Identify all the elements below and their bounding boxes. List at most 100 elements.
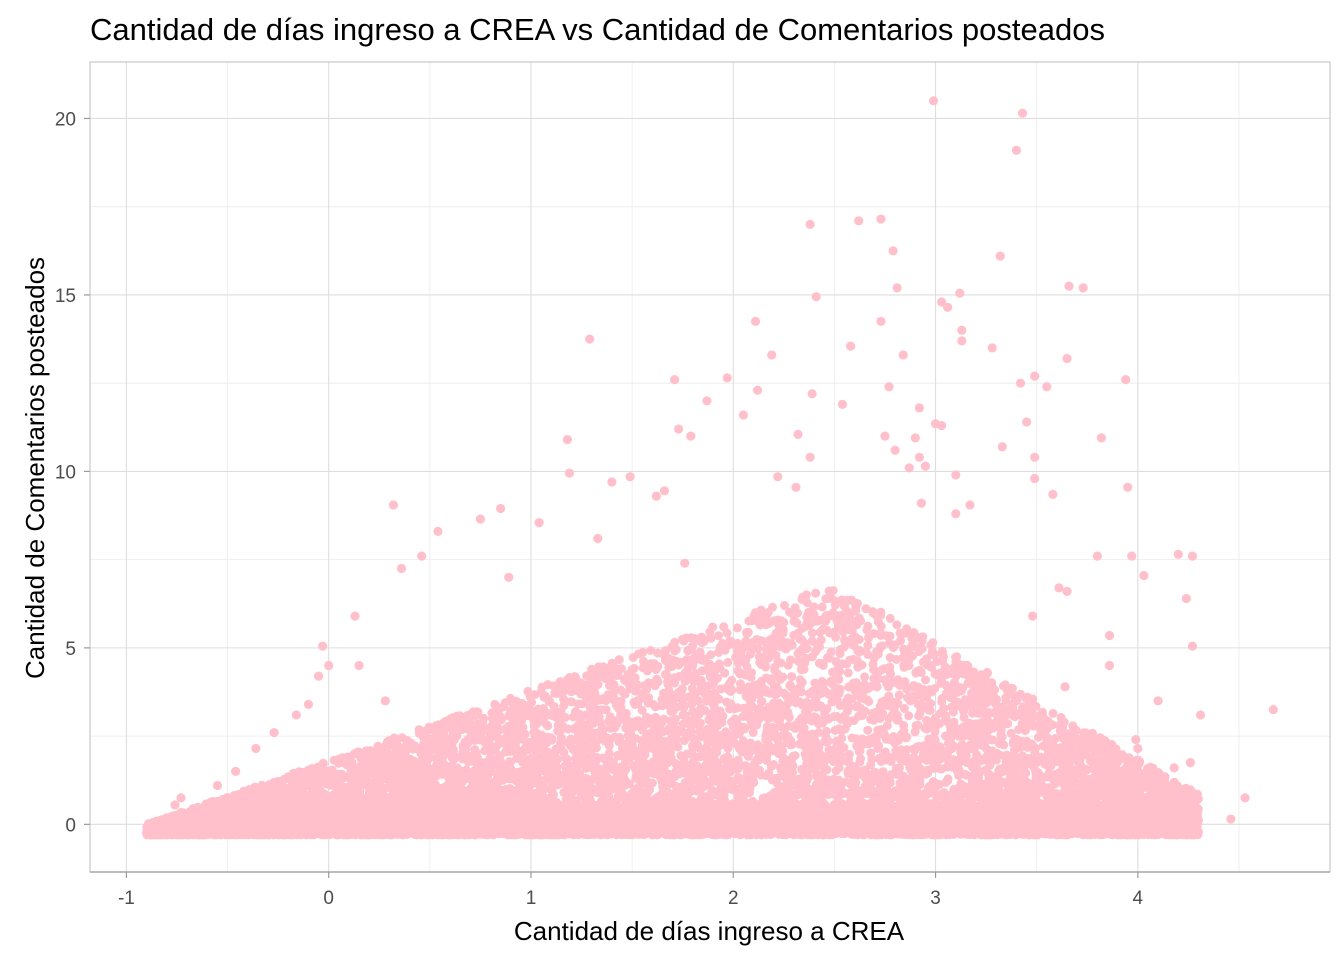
scatter-point: [997, 442, 1007, 452]
scatter-point: [1011, 145, 1022, 155]
scatter-point: [564, 468, 575, 478]
scatter-point: [910, 433, 920, 443]
scatter-point: [396, 563, 407, 574]
scatter-point: [854, 216, 864, 226]
scatter-point: [876, 316, 886, 327]
x-tick-label: 0: [323, 888, 334, 909]
scatter-point: [1096, 433, 1107, 443]
chart-title: Cantidad de días ingreso a CREA vs Canti…: [90, 12, 1105, 47]
scatter-point: [752, 385, 763, 395]
scatter-point: [1131, 735, 1141, 745]
scatter-point: [937, 420, 947, 431]
scatter-point: [1090, 821, 1100, 831]
scatter-point: [1173, 549, 1183, 559]
scatter-point: [1104, 660, 1115, 671]
scatter-point: [324, 660, 334, 671]
scatter-point: [380, 696, 390, 706]
scatter-point: [904, 463, 914, 473]
scatter-point: [1048, 489, 1058, 499]
scatter-point: [1133, 743, 1143, 754]
scatter-point: [965, 500, 975, 510]
scatter-point: [318, 641, 328, 651]
scatter-point: [1028, 611, 1038, 621]
scatter-point: [680, 558, 690, 568]
scatter-point: [914, 403, 924, 413]
scatter-point: [928, 96, 939, 106]
scatter-point: [793, 429, 803, 439]
scatter-point: [880, 431, 890, 441]
scatter-point: [659, 486, 670, 496]
scatter-point: [504, 572, 514, 582]
y-tick-label: 0: [65, 815, 76, 836]
scatter-point: [995, 251, 1005, 261]
scatter-point: [722, 373, 732, 383]
scatter-point: [496, 503, 506, 514]
scatter-point: [686, 431, 696, 441]
scatter-point: [1092, 551, 1102, 561]
scatter-point: [388, 500, 399, 510]
scatter-point: [876, 214, 886, 224]
scatter-point: [1127, 551, 1137, 561]
scatter-point: [607, 477, 617, 487]
scatter-point: [1187, 641, 1198, 651]
y-tick-label: 15: [55, 286, 76, 307]
scatter-point: [1030, 473, 1040, 484]
scatter-point: [1187, 551, 1198, 561]
scatter-point: [670, 375, 680, 385]
scatter-point: [1195, 710, 1206, 720]
scatter-point: [1268, 705, 1278, 715]
x-tick-label: 3: [930, 888, 941, 909]
scatter-point: [811, 292, 821, 302]
scatter-point: [957, 336, 967, 346]
y-tick-label: 20: [55, 109, 76, 130]
scatter-point: [313, 671, 324, 681]
scatter-point: [1062, 586, 1072, 597]
x-tick-label: 4: [1133, 888, 1144, 909]
scatter-point: [146, 830, 156, 840]
scatter-point: [955, 288, 965, 298]
scatter-point: [1149, 791, 1159, 801]
scatter-point: [1191, 819, 1202, 829]
scatter-point: [987, 343, 997, 353]
scatter-point: [1135, 816, 1145, 826]
scatter-point: [212, 780, 223, 791]
scatter-point: [1030, 371, 1040, 381]
scatter-point: [625, 472, 635, 482]
scatter-point: [845, 341, 856, 351]
scatter-point: [1121, 375, 1131, 385]
scatter-point: [1169, 763, 1179, 773]
scatter-point: [1181, 593, 1191, 604]
point-cloud: [142, 586, 1204, 840]
scatter-point: [1017, 108, 1028, 118]
scatter-point: [1062, 353, 1072, 364]
scatter-point: [1139, 570, 1149, 581]
scatter-point: [1060, 682, 1070, 692]
scatter-point: [1133, 772, 1143, 782]
scatter-point: [1042, 382, 1052, 392]
scatter-point: [837, 399, 848, 409]
scatter-point: [593, 533, 603, 544]
scatter-point: [562, 435, 572, 445]
scatter-point: [354, 660, 364, 671]
scatter-point: [898, 350, 908, 360]
scatter-point: [937, 297, 947, 307]
scatter-point: [1104, 630, 1115, 641]
scatter-point: [1015, 378, 1026, 388]
scatter-point: [807, 389, 817, 399]
scatter-point: [1240, 793, 1250, 803]
scatter-point: [1173, 821, 1183, 831]
scatter-point: [433, 526, 443, 537]
scatter-point: [767, 350, 777, 360]
scatter-point: [1030, 452, 1040, 462]
scatter-point: [1108, 766, 1119, 777]
scatter-point: [951, 509, 961, 519]
scatter-point: [651, 491, 661, 501]
scatter-point: [750, 316, 761, 327]
scatter-point: [674, 424, 684, 434]
scatter-point: [350, 611, 360, 621]
scatter-point: [585, 334, 595, 344]
scatter-point: [890, 445, 900, 455]
scatter-point: [170, 800, 180, 810]
scatter-point: [269, 727, 279, 738]
